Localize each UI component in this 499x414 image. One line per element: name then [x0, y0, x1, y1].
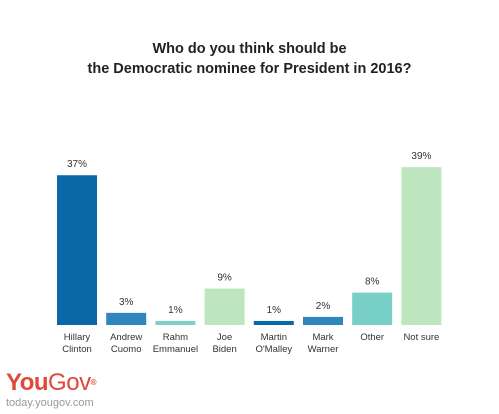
site-url: today.yougov.com [6, 397, 94, 409]
category-label-2-0: Rahm [163, 332, 188, 343]
value-label-3: 9% [217, 273, 232, 284]
logo-registered: ® [90, 378, 97, 387]
bar-6 [352, 292, 393, 325]
logo-you: You [6, 369, 49, 396]
category-label-3-0: Joe [217, 332, 232, 343]
value-label-1: 3% [119, 297, 134, 308]
category-label-0-1: Clinton [62, 344, 92, 355]
yougov-logo: YouGov® [6, 369, 97, 396]
category-label-3-1: Biden [212, 344, 236, 355]
bar-7 [401, 167, 442, 325]
bar-5 [303, 316, 343, 325]
category-label-7-0: Not sure [403, 332, 439, 343]
category-label-4-1: O'Malley [255, 344, 292, 355]
category-label-6-0: Other [360, 332, 384, 343]
value-label-7: 39% [411, 151, 431, 162]
value-label-4: 1% [267, 305, 282, 316]
bar-3 [204, 288, 245, 325]
category-label-1-0: Andrew [110, 332, 142, 343]
bar-4 [253, 320, 294, 325]
value-label-2: 1% [168, 305, 183, 316]
logo-gov: Gov [48, 369, 91, 396]
bar-2 [155, 320, 196, 325]
value-label-5: 2% [316, 301, 331, 312]
chart-title-line-2: the Democratic nominee for President in … [87, 61, 412, 77]
category-label-0-0: Hillary [64, 332, 91, 343]
value-label-6: 8% [365, 277, 380, 288]
chart-title-line-1: Who do you think should be [152, 41, 347, 57]
bar-0 [57, 175, 97, 325]
category-label-2-1: Emmanuel [153, 344, 198, 355]
bar-1 [106, 312, 147, 325]
category-label-1-1: Cuomo [111, 344, 142, 355]
category-label-5-0: Mark [312, 332, 333, 343]
category-label-4-0: Martin [261, 332, 287, 343]
category-label-5-1: Warner [308, 344, 339, 355]
value-label-0: 37% [67, 159, 87, 170]
